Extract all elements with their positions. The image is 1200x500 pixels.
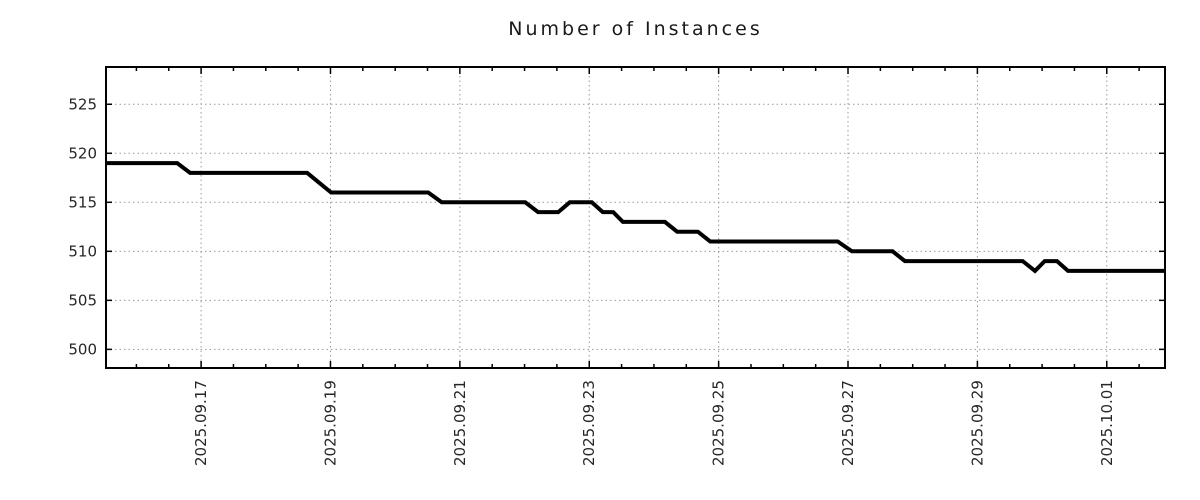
x-tick-label: 2025.09.21 [451,380,469,466]
x-tick-label: 2025.09.25 [710,380,728,466]
x-tick-label: 2025.09.19 [321,380,339,466]
chart-title: Number of Instances [508,18,763,40]
y-tick-label: 510 [68,242,97,260]
y-tick-label: 520 [68,144,97,162]
axis-labels: 500 505 510 515 520 525 2025.09.17 2025.09.19 20… [68,95,1115,466]
x-tick-label: 2025.09.17 [192,380,210,466]
y-tick-label: 515 [68,193,97,211]
y-tick-label: 525 [68,95,97,113]
y-tick-label: 505 [68,291,97,309]
x-tick-label: 2025.09.23 [580,380,598,466]
plot-border [105,66,1166,369]
series-line [106,161,1165,274]
axis-ticks [106,67,1165,368]
x-tick-label: 2025.09.27 [839,380,857,466]
x-tick-label: 2025.09.29 [968,380,986,466]
y-tick-label: 500 [68,340,97,358]
gridlines [106,67,1165,368]
x-tick-label: 2025.10.01 [1098,380,1116,466]
